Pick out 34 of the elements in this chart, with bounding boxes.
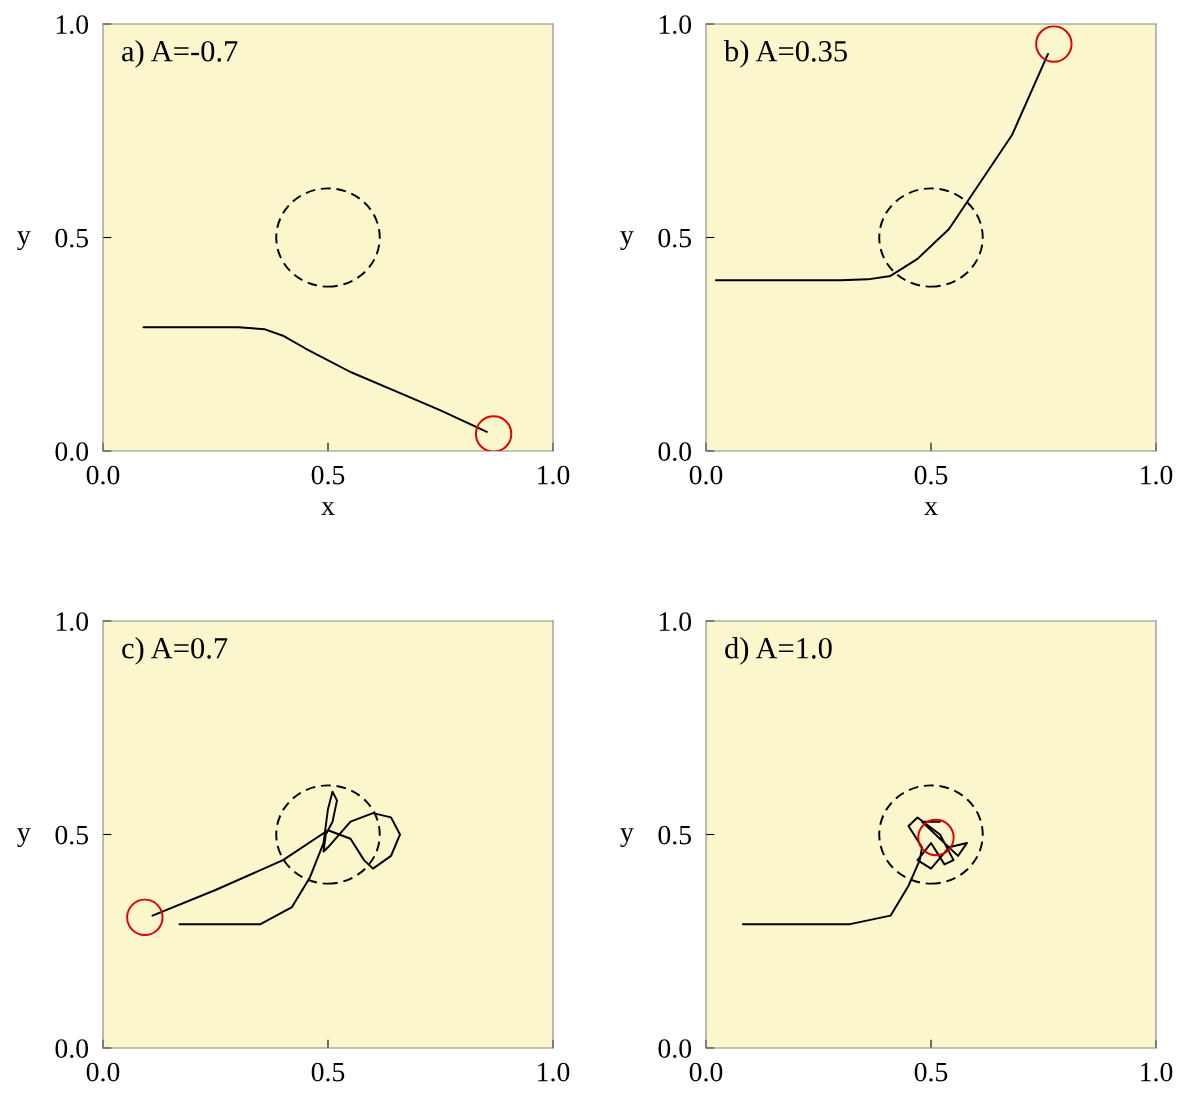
y-tick-label: 0.5 [55, 228, 89, 248]
y-axis-title: y [17, 828, 31, 848]
y-tick-label: 1.0 [56, 612, 89, 632]
y-tick-label: 0.0 [658, 1039, 692, 1059]
y-tick-label: 0.5 [658, 228, 692, 248]
y-axis-title: y [620, 231, 634, 251]
chart-title: d) A=1.0 [725, 637, 832, 665]
y-tick-label: 1.0 [56, 15, 89, 35]
x-tick-label: 0.5 [311, 465, 345, 485]
x-tick-label: 0.5 [914, 465, 948, 485]
chart-title: b) A=0.35 [724, 40, 847, 68]
chart-title: a) A=-0.7 [122, 40, 238, 68]
x-tick-label: 1.0 [1141, 1062, 1173, 1082]
y-axis-title: y [17, 231, 31, 251]
x-tick-label: 0.0 [86, 1062, 120, 1082]
x-tick-label: 0.5 [914, 1062, 948, 1082]
y-tick-label: 1.0 [659, 612, 692, 632]
y-tick-label: 1.0 [659, 15, 692, 35]
y-axis-title: y [620, 828, 634, 848]
y-tick-label: 0.5 [55, 825, 89, 845]
y-tick-label: 0.0 [658, 442, 692, 462]
x-axis-title: x [321, 502, 335, 515]
x-tick-label: 0.5 [311, 1062, 345, 1082]
x-tick-label: 1.0 [1141, 465, 1173, 485]
y-tick-label: 0.0 [55, 1039, 89, 1059]
x-tick-label: 1.0 [538, 1062, 570, 1082]
x-tick-label: 0.0 [86, 465, 120, 485]
x-tick-label: 0.0 [689, 1062, 723, 1082]
x-tick-label: 0.0 [689, 465, 723, 485]
chart-title: c) A=0.7 [122, 637, 228, 665]
y-tick-label: 0.0 [55, 442, 89, 462]
x-axis-title: x [924, 502, 938, 515]
x-tick-label: 1.0 [538, 465, 570, 485]
y-tick-label: 0.5 [658, 825, 692, 845]
